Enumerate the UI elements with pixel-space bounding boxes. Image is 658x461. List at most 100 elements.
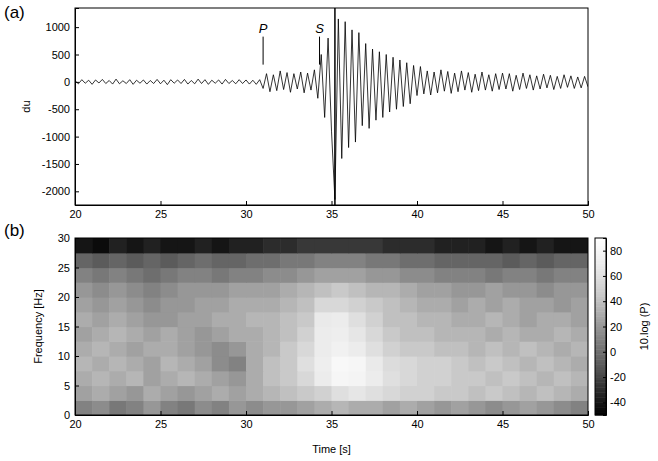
cell [92,400,110,415]
cell [366,268,384,283]
cell [246,282,264,297]
cell [434,341,452,356]
cell [229,356,247,371]
cell [195,371,213,386]
cell [178,327,196,342]
cell [366,253,384,268]
tick-label: 15 [58,321,70,333]
cell [537,253,555,268]
cell [212,400,230,415]
tick: -1500 [42,158,79,170]
axis-line [76,239,80,416]
tick: 25 [155,201,167,220]
cell [554,400,572,415]
cell [468,356,486,371]
cell [161,327,179,342]
cell [332,282,350,297]
cell [75,253,93,268]
cell [109,400,127,415]
cell [485,327,503,342]
cell [451,282,469,297]
cell [92,312,110,327]
cell [571,386,588,401]
cell [195,327,213,342]
cell [383,238,401,253]
cell [451,268,469,283]
cell [126,253,144,268]
cell [229,268,247,283]
cell [263,238,281,253]
cell [366,312,384,327]
cell [537,238,555,253]
cell [366,282,384,297]
cell [571,312,588,327]
cell [212,386,230,401]
tick-mark [417,201,418,205]
cell [332,341,350,356]
tick-label: 1000 [46,21,70,33]
cell [400,297,418,312]
cell [263,282,281,297]
tick-label: 40 [610,295,622,307]
cell [537,312,555,327]
cell [246,238,264,253]
cell [246,386,264,401]
cell [434,297,452,312]
tick: 35 [326,411,338,430]
cell [126,297,144,312]
cell [520,253,538,268]
cell [297,386,315,401]
tick-label: 20 [610,321,622,333]
cell [280,268,298,283]
cell [434,253,452,268]
tick-mark [503,411,504,415]
tick: 15 [58,321,79,333]
cell [75,371,93,386]
cell [178,312,196,327]
cell [143,282,161,297]
cell [417,312,435,327]
cell [434,356,452,371]
tick-label: 30 [240,208,252,220]
cell [212,297,230,312]
cell [297,297,315,312]
cell [161,341,179,356]
cell [263,253,281,268]
cell [212,341,230,356]
cell [503,386,521,401]
cell [520,386,538,401]
panel-letter: (b) [4,221,25,240]
cell [468,400,486,415]
cell [126,282,144,297]
cell [554,297,572,312]
cell [195,253,213,268]
tick-label: 20 [69,418,81,430]
cell [109,297,127,312]
cell [178,282,196,297]
cell [195,282,213,297]
tick-label: 35 [326,418,338,430]
cell [126,400,144,415]
cell [263,268,281,283]
cell [178,341,196,356]
cell [297,238,315,253]
tick: 30 [240,411,252,430]
cell [554,312,572,327]
cell [297,268,315,283]
plot-area [75,238,588,415]
cell [503,238,521,253]
cell [468,312,486,327]
cell [314,282,332,297]
cell [485,386,503,401]
cell [485,253,503,268]
cell [314,268,332,283]
cell [314,341,332,356]
tick-mark [75,297,79,298]
cell [451,341,469,356]
cell [520,327,538,342]
cell [468,268,486,283]
tick-label: 10 [58,350,70,362]
cell [383,312,401,327]
tick-label: 0 [64,409,70,421]
cell [297,356,315,371]
